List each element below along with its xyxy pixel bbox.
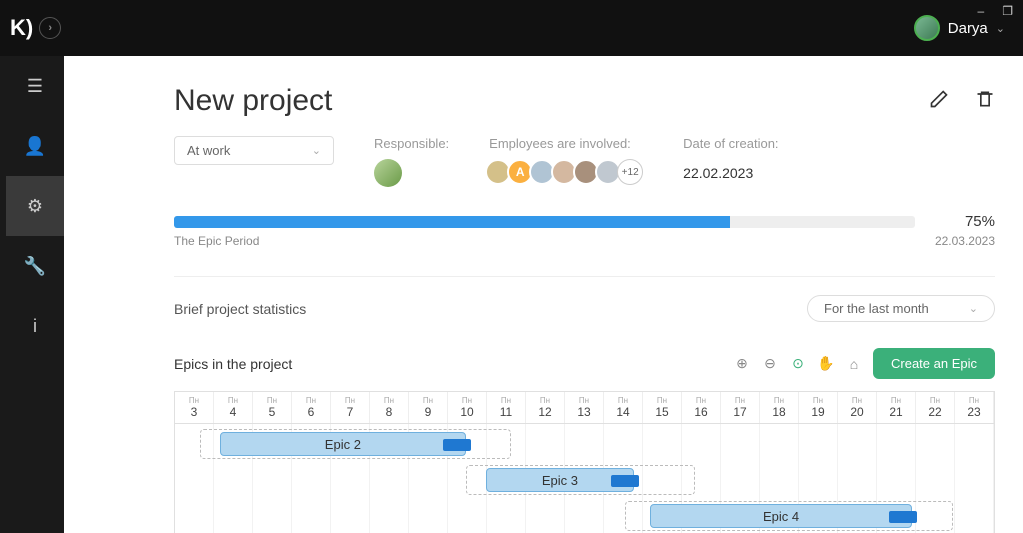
range-value: For the last month [824, 301, 929, 316]
gantt-day-header: Пн14 [604, 392, 643, 423]
chevron-down-icon: ⌄ [969, 302, 978, 315]
main-content: New project At work ⌄ Responsible: Emplo… [64, 56, 1023, 533]
gears-icon: ⚙ [27, 196, 43, 217]
gantt-day-header: Пн6 [292, 392, 331, 423]
gantt-day-header: Пн12 [526, 392, 565, 423]
gantt-day-header: Пн18 [760, 392, 799, 423]
zoom-fit-icon[interactable]: ⊙ [789, 355, 807, 373]
gantt-day-header: Пн19 [799, 392, 838, 423]
gantt-day-header: Пн21 [877, 392, 916, 423]
zoom-in-icon[interactable]: ⊕ [733, 355, 751, 373]
gantt-day-header: Пн23 [955, 392, 994, 423]
sidebar: ☰ 👤 ⚙ 🔧 i [6, 56, 64, 533]
hand-icon[interactable]: ✋ [817, 355, 835, 373]
epic-period-date: 22.03.2023 [935, 234, 995, 248]
sidebar-item-tools[interactable]: 🔧 [6, 236, 64, 296]
progress-bar [174, 216, 915, 228]
topbar: K) › Darya ⌄ [0, 0, 1023, 56]
epic-handle[interactable] [889, 511, 917, 523]
gantt-day-header: Пн22 [916, 392, 955, 423]
gantt-day-header: Пн15 [643, 392, 682, 423]
date-creation-value: 22.02.2023 [683, 165, 778, 181]
avatar [914, 15, 940, 41]
epic-bar[interactable]: Epic 4 [650, 504, 912, 528]
status-select[interactable]: At work ⌄ [174, 136, 334, 165]
gantt-day-header: Пн10 [448, 392, 487, 423]
list-icon: ☰ [27, 76, 43, 97]
chevron-down-icon: ⌄ [996, 22, 1005, 35]
gantt-day-header: Пн4 [214, 392, 253, 423]
epic-period-label: The Epic Period [174, 234, 259, 248]
restore-button[interactable]: ❐ [1002, 4, 1013, 18]
employees-more[interactable]: +12 [617, 159, 643, 185]
progress-fill [174, 216, 730, 228]
gantt-day-header: Пн13 [565, 392, 604, 423]
gantt-day-header: Пн7 [331, 392, 370, 423]
epic-bar[interactable]: Epic 3 [486, 468, 633, 492]
gantt-chart: Пн3Пн4Пн5Пн6Пн7Пн8Пн9Пн10Пн11Пн12Пн13Пн1… [174, 391, 995, 533]
gantt-day-header: Пн3 [175, 392, 214, 423]
sidebar-item-list[interactable]: ☰ [6, 56, 64, 116]
edit-button[interactable] [929, 89, 949, 114]
page-title: New project [174, 84, 332, 118]
user-icon: 👤 [24, 136, 46, 157]
divider [174, 276, 995, 277]
minimize-button[interactable]: – [978, 4, 985, 18]
epic-handle[interactable] [611, 475, 639, 487]
range-select[interactable]: For the last month ⌄ [807, 295, 995, 322]
window-controls: – ❐ [978, 4, 1013, 18]
gantt-body: Epic 2 Epic 3 Epic 4 [175, 424, 994, 533]
epics-label: Epics in the project [174, 356, 292, 372]
epic-handle[interactable] [443, 439, 471, 451]
responsible-avatar[interactable] [374, 159, 402, 187]
status-value: At work [187, 143, 230, 158]
wrench-icon: 🔧 [24, 256, 46, 277]
info-icon: i [33, 316, 37, 337]
date-creation-label: Date of creation: [683, 136, 778, 151]
sidebar-item-info[interactable]: i [6, 296, 64, 356]
logo-text: K) [10, 15, 33, 41]
gantt-day-header: Пн8 [370, 392, 409, 423]
user-menu[interactable]: Darya ⌄ [914, 15, 1005, 41]
gantt-day-header: Пн9 [409, 392, 448, 423]
home-icon[interactable]: ⌂ [845, 355, 863, 373]
zoom-out-icon[interactable]: ⊖ [761, 355, 779, 373]
progress-percent: 75% [935, 213, 995, 230]
expand-icon[interactable]: › [39, 17, 61, 39]
delete-button[interactable] [975, 89, 995, 114]
gantt-header: Пн3Пн4Пн5Пн6Пн7Пн8Пн9Пн10Пн11Пн12Пн13Пн1… [175, 392, 994, 424]
gantt-day-header: Пн17 [721, 392, 760, 423]
epic-bar[interactable]: Epic 2 [220, 432, 466, 456]
employees-label: Employees are involved: [489, 136, 643, 151]
responsible-label: Responsible: [374, 136, 449, 151]
employees-avatars: A +12 [489, 159, 643, 185]
user-name: Darya [948, 20, 988, 37]
sidebar-item-settings[interactable]: ⚙ [6, 176, 64, 236]
logo: K) › [10, 15, 61, 41]
create-epic-button[interactable]: Create an Epic [873, 348, 995, 379]
gantt-day-header: Пн5 [253, 392, 292, 423]
gantt-day-header: Пн11 [487, 392, 526, 423]
stats-label: Brief project statistics [174, 301, 306, 317]
chevron-down-icon: ⌄ [312, 144, 321, 157]
sidebar-item-user[interactable]: 👤 [6, 116, 64, 176]
gantt-day-header: Пн20 [838, 392, 877, 423]
gantt-day-header: Пн16 [682, 392, 721, 423]
